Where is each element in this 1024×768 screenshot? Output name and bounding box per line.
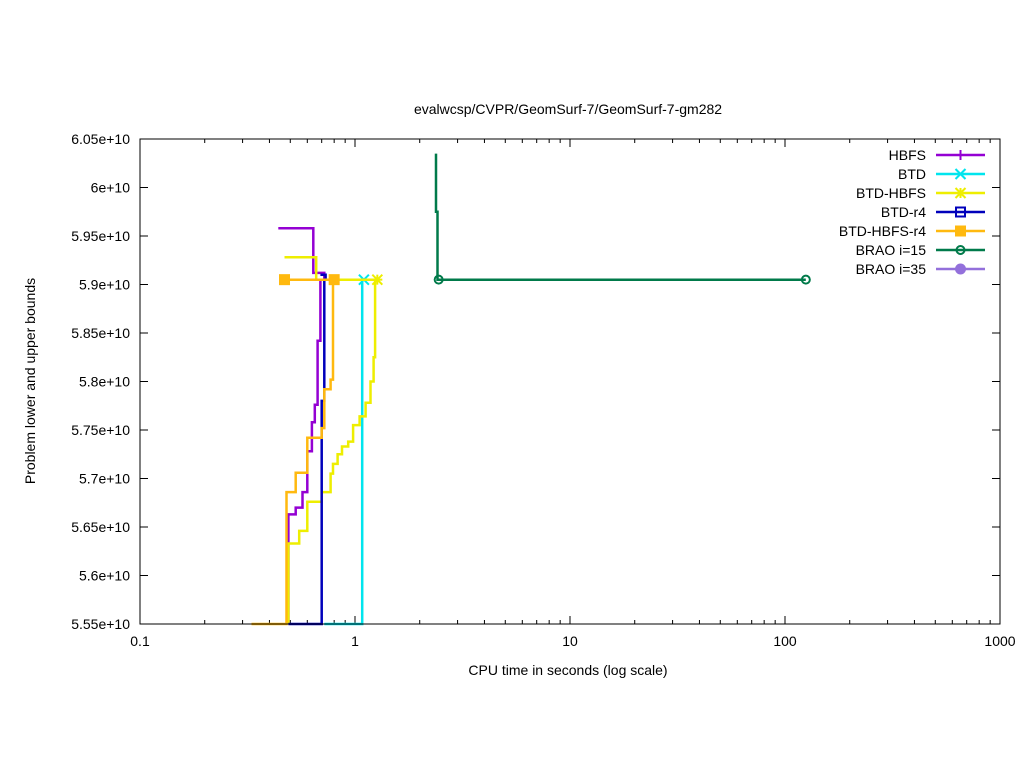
y-tick-label: 5.6e+10	[79, 568, 130, 584]
legend-marker-btd-hbfs	[954, 187, 967, 199]
y-tick-label: 5.75e+10	[71, 422, 130, 438]
x-axis-label: CPU time in seconds (log scale)	[468, 662, 667, 678]
series-btd-hbfs-r4-point	[328, 274, 340, 286]
y-axis-ticks: 5.55e+10 5.6e+10 5.65e+10 5.7e+10 5.75e+10 5.…	[71, 131, 1000, 632]
plot-series	[251, 153, 811, 626]
legend-label-brao-i-15: BRAO i=15	[856, 242, 927, 258]
y-tick-label: 5.95e+10	[71, 228, 130, 244]
y-tick-label: 5.8e+10	[79, 374, 130, 390]
series-btd-r4-upper-line	[320, 273, 327, 280]
series-btd-hbfs-lower-line	[287, 278, 378, 624]
legend-marker-brao-i-35	[955, 263, 966, 275]
series-btd-lower-line	[324, 278, 364, 626]
series-btd-hbfs-upper-line	[284, 256, 378, 281]
series-btd-hbfs-point	[371, 273, 384, 286]
y-tick-label: 5.85e+10	[71, 325, 130, 341]
legend-label-btd: BTD	[898, 166, 926, 182]
plot-frame	[139, 138, 1001, 625]
series-btd-hbfs-r4-lower-line	[251, 278, 335, 626]
legend-marker-brao-i-15	[955, 245, 966, 255]
series-brao-i-15-point	[800, 274, 811, 285]
legend-marker-btd	[954, 168, 967, 180]
y-tick-label: 5.9e+10	[79, 277, 130, 293]
legend-label-btd-r4: BTD-r4	[881, 204, 926, 220]
legend: HBFS BTD BTD-HBFS BTD-r4 BTD-HBFS-r4 BRAO i=1…	[839, 147, 985, 277]
legend-marker-hbfs	[955, 150, 966, 160]
series-btd-hbfs-r4-point	[279, 274, 291, 286]
legend-label-btd-hbfs-r4: BTD-HBFS-r4	[839, 223, 926, 239]
y-tick-label: 6e+10	[91, 180, 131, 196]
x-tick-label: 1	[351, 633, 359, 649]
y-tick-label: 5.65e+10	[71, 519, 130, 535]
legend-marker-btd-r4	[955, 206, 966, 218]
x-tick-label: 1000	[984, 633, 1015, 649]
legend-label-hbfs: HBFS	[889, 147, 926, 163]
y-tick-label: 6.05e+10	[71, 131, 130, 147]
legend-label-btd-hbfs: BTD-HBFS	[856, 185, 926, 201]
y-tick-label: 5.7e+10	[79, 471, 130, 487]
legend-marker-btd-hbfs-r4	[955, 225, 966, 237]
chart-title: evalwcsp/CVPR/GeomSurf-7/GeomSurf-7-gm28…	[414, 101, 722, 117]
series-hbfs-lower-line	[287, 278, 325, 624]
x-tick-label: 0.1	[130, 633, 150, 649]
x-tick-label: 100	[773, 633, 797, 649]
y-tick-label: 5.55e+10	[71, 616, 130, 632]
x-tick-label: 10	[562, 633, 578, 649]
y-axis-label: Problem lower and upper bounds	[22, 278, 38, 484]
series-brao-i-15-upper-line	[434, 153, 806, 281]
series-brao-i-15-point	[433, 274, 444, 285]
legend-label-brao-i-35: BRAO i=35	[856, 261, 927, 277]
